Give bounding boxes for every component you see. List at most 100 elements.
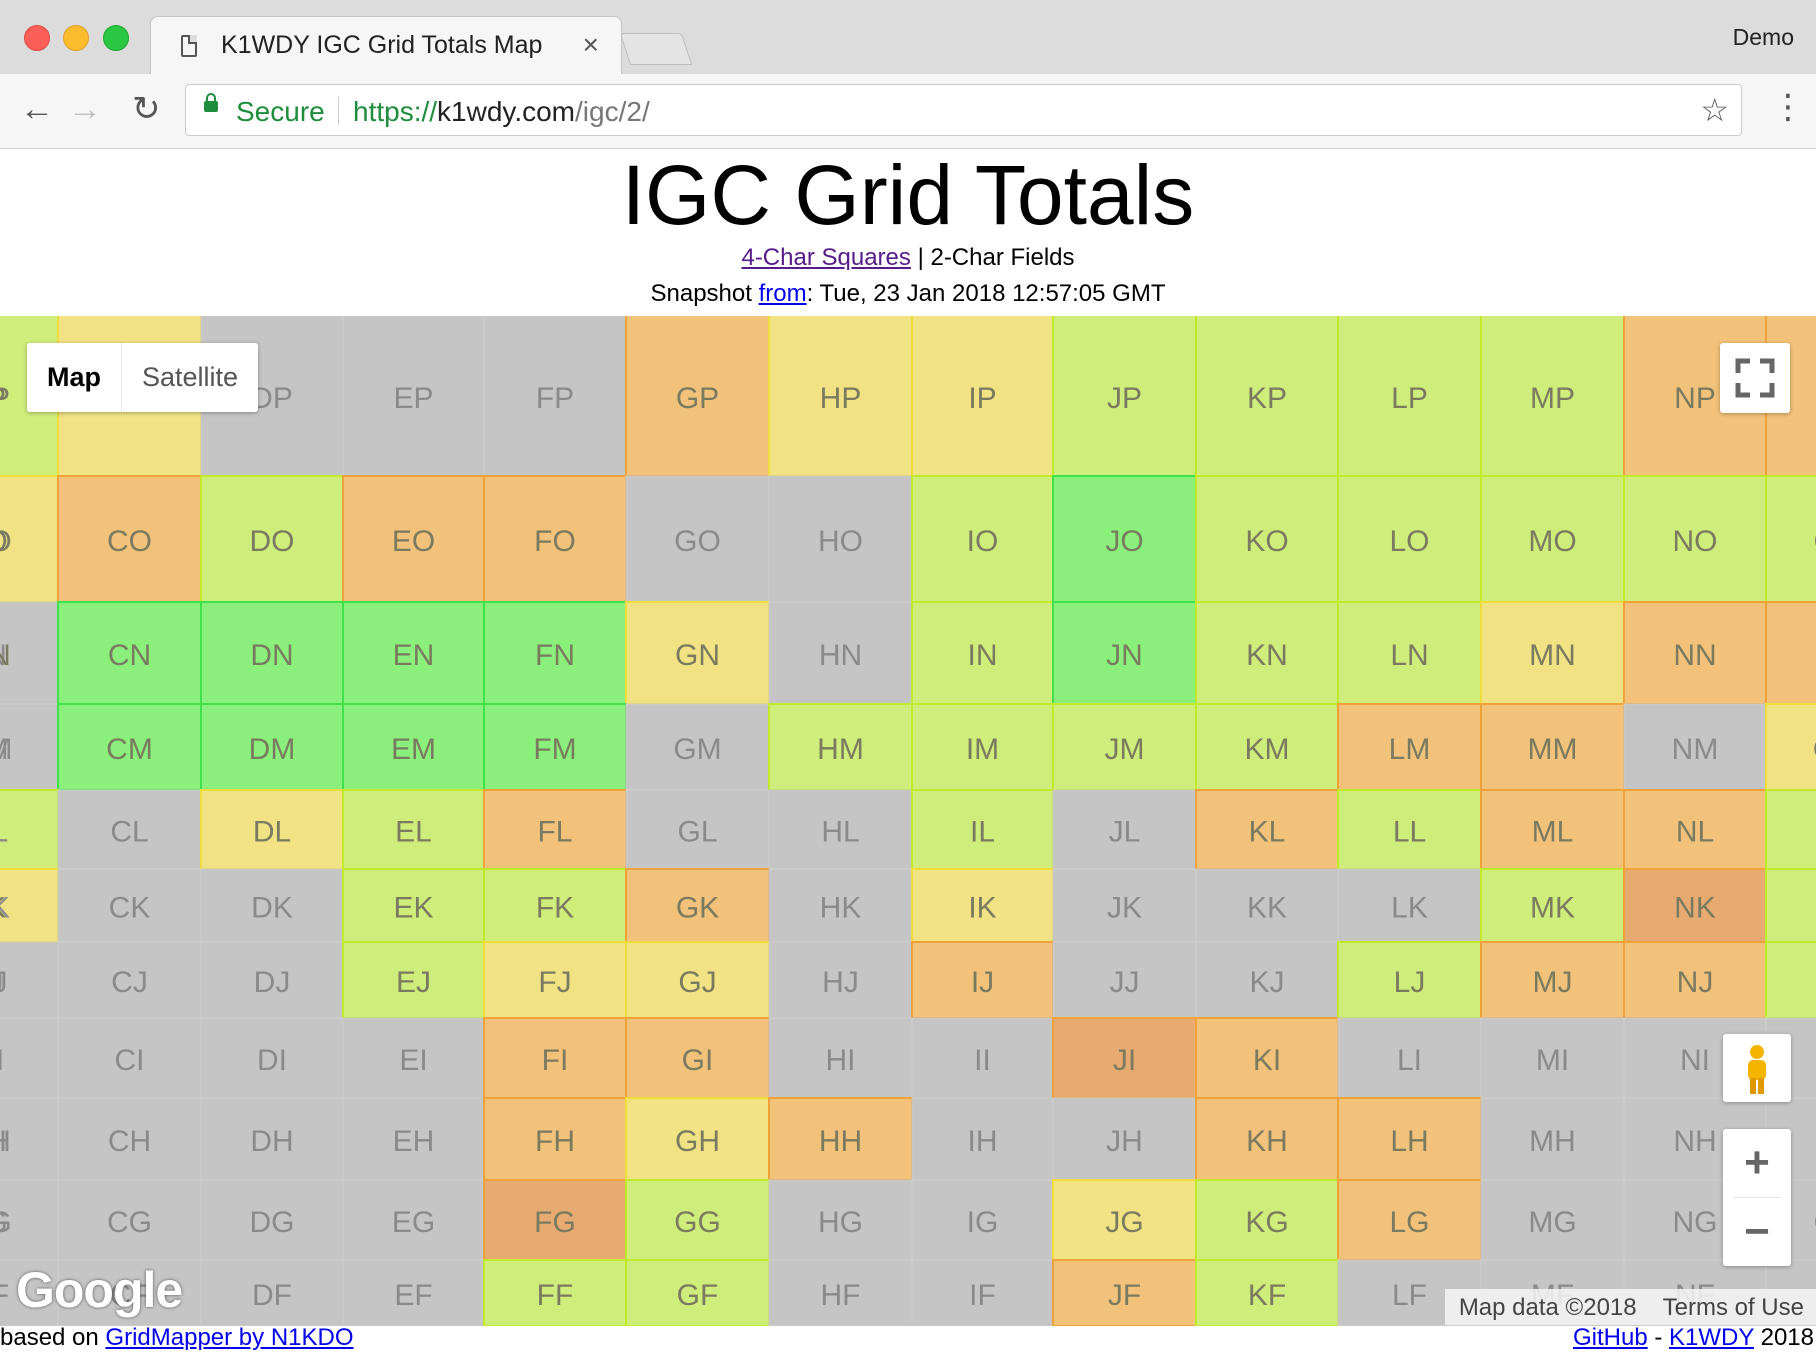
snapshot-source-link[interactable]: from (759, 280, 807, 307)
grid-field-label: IG (967, 1206, 999, 1239)
grid-field-label: CG (107, 1206, 152, 1239)
grid-field-label: FF (537, 1279, 574, 1312)
grid-field-label: GO (674, 525, 721, 558)
grid-field-label: NJ (1677, 966, 1714, 999)
grid-field-label: GF (677, 1279, 719, 1312)
grid-field-label: LN (1390, 639, 1428, 672)
browser-tab-active[interactable]: K1WDY IGC Grid Totals Map × (150, 16, 622, 77)
four-char-squares-link[interactable]: 4-Char Squares (741, 244, 910, 271)
two-char-fields-label: 2-Char Fields (930, 244, 1074, 271)
minimize-window-button[interactable] (63, 25, 89, 51)
grid-field-label: KF (1248, 1279, 1286, 1312)
grid-field-label: LH (1390, 1125, 1428, 1158)
grid-field-label: KO (1245, 525, 1288, 558)
grid-field-label: F (0, 1279, 9, 1312)
grid-field-label: HO (818, 525, 863, 558)
grid-field-label: NI (1680, 1044, 1710, 1077)
grid-field-label: NK (1674, 892, 1716, 925)
fullscreen-button[interactable] (1720, 343, 1790, 413)
grid-field-label: LF (1392, 1279, 1427, 1312)
bookmark-star-icon[interactable]: ☆ (1700, 91, 1729, 129)
grid-field-cell[interactable] (1766, 869, 1816, 942)
grid-field-cell[interactable] (1766, 942, 1816, 1018)
grid-field-label: DG (250, 1206, 295, 1239)
back-arrow-icon[interactable]: ← (20, 92, 54, 126)
grid-field-label: DM (249, 733, 296, 766)
grid-field-label: HL (821, 816, 859, 849)
grid-field-cell[interactable] (1766, 602, 1816, 704)
close-window-button[interactable] (24, 25, 50, 51)
maximize-window-button[interactable] (103, 25, 129, 51)
lock-icon (204, 101, 218, 112)
grid-field-label: JJ (1110, 966, 1140, 999)
url-text[interactable]: https://k1wdy.com/igc/2/ (353, 96, 650, 128)
grid-field-cell[interactable] (0, 1018, 58, 1098)
map-type-satellite-button[interactable]: Satellite (121, 343, 258, 412)
profile-name[interactable]: Demo (1733, 24, 1794, 51)
gridmapper-link[interactable]: GridMapper by N1KDO (105, 1324, 353, 1351)
grid-field-cell[interactable] (1766, 476, 1816, 602)
new-tab-button[interactable] (620, 33, 692, 65)
grid-field-label: GH (675, 1125, 720, 1158)
grid-field-label: IK (968, 892, 996, 925)
grid-field-label: CO (107, 525, 152, 558)
grid-field-label: HF (821, 1279, 861, 1312)
grid-map[interactable]: BPCPDPEPFPGPHPIPJPKPLPMPNPOPPBOCODOEOFOG… (0, 316, 1816, 1326)
grid-field-label: GG (674, 1206, 721, 1239)
grid-field-label: IN (968, 639, 998, 672)
terms-of-use-link[interactable]: Terms of Use (1649, 1289, 1816, 1325)
google-logo[interactable]: Google (16, 1261, 182, 1319)
map-data-credit[interactable]: Map data ©2018 (1445, 1289, 1649, 1325)
grid-field-cell[interactable] (1766, 704, 1816, 790)
grid-field-label: MP (1530, 382, 1575, 415)
address-bar[interactable]: Secure https://k1wdy.com/igc/2/ ☆ (185, 84, 1742, 136)
snapshot-line: Snapshot from: Tue, 23 Jan 2018 12:57:05… (0, 280, 1816, 308)
map-type-map-button[interactable]: Map (27, 343, 121, 412)
grid-field-label: FL (537, 816, 572, 849)
grid-field-label: IL (970, 816, 995, 849)
grid-field-label: IF (969, 1279, 996, 1312)
footer-credit: based on GridMapper by N1KDO (0, 1324, 354, 1352)
grid-field-label: KH (1246, 1125, 1288, 1158)
page-footer: based on GridMapper by N1KDO GitHub - K1… (0, 1324, 1816, 1350)
grid-field-label: I (0, 1044, 4, 1077)
github-link[interactable]: GitHub (1573, 1324, 1648, 1351)
menu-kebab-icon[interactable]: ⋮ (1771, 90, 1805, 124)
grid-field-label: L (0, 816, 8, 849)
grid-field-label: K (0, 892, 10, 925)
footer-links: GitHub - K1WDY 2018 (1573, 1324, 1814, 1352)
zoom-in-button[interactable]: + (1723, 1129, 1791, 1197)
grid-field-cell[interactable] (0, 942, 58, 1018)
grid-field-label: DI (257, 1044, 287, 1077)
view-links: 4-Char Squares | 2-Char Fields (0, 244, 1816, 272)
grid-field-label: EI (399, 1044, 427, 1077)
grid-field-label: FN (535, 639, 575, 672)
tab-close-icon[interactable]: × (583, 29, 599, 61)
grid-field-label: J (0, 966, 8, 999)
k1wdy-link[interactable]: K1WDY (1669, 1324, 1754, 1351)
grid-field-cell[interactable] (0, 790, 58, 869)
grid-field-label: JL (1109, 816, 1141, 849)
grid-field-label: FM (533, 733, 576, 766)
grid-field-label: LG (1389, 1206, 1429, 1239)
grid-field-label: FO (534, 525, 576, 558)
forward-arrow-icon[interactable]: → (68, 92, 102, 126)
grid-field-label: JM (1105, 733, 1145, 766)
footer-dash: - (1648, 1324, 1669, 1351)
grid-field-label: MI (1536, 1044, 1569, 1077)
grid-field-cell[interactable] (1766, 790, 1816, 869)
grid-field-label: HM (817, 733, 864, 766)
grid-field-label: CK (109, 892, 151, 925)
grid-field-label: KN (1246, 639, 1288, 672)
grid-field-label: JO (1105, 525, 1143, 558)
grid-field-label: HP (820, 382, 862, 415)
zoom-out-button[interactable]: − (1723, 1198, 1791, 1266)
grid-overlay[interactable]: BPCPDPEPFPGPHPIPJPKPLPMPNPOPPBOCODOEOFOG… (0, 316, 1816, 1326)
grid-field-label: HI (826, 1044, 856, 1077)
street-view-pegman-button[interactable] (1723, 1034, 1791, 1102)
grid-field-label: H (0, 1125, 11, 1158)
grid-field-label: KJ (1249, 966, 1284, 999)
grid-field-label: GN (675, 639, 720, 672)
grid-field-label: JH (1106, 1125, 1143, 1158)
reload-icon[interactable]: ↻ (132, 92, 161, 126)
